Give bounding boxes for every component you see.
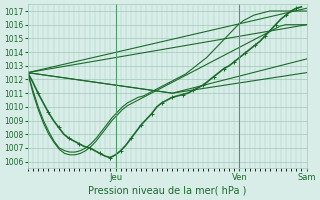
X-axis label: Pression niveau de la mer( hPa ): Pression niveau de la mer( hPa )	[88, 186, 246, 196]
